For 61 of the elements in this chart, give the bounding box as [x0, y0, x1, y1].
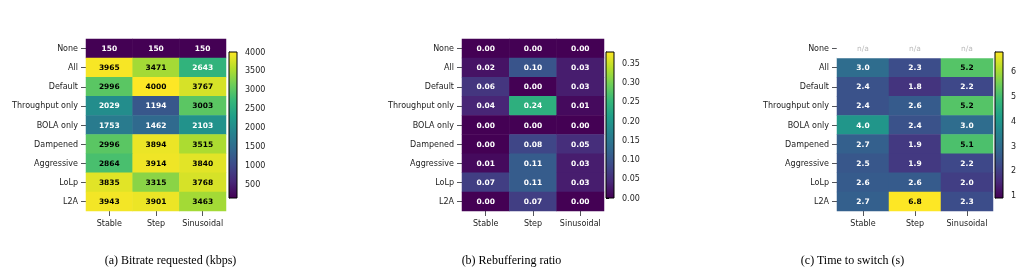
x-tick-label: Step: [523, 218, 543, 228]
y-tick-label: BOLA only: [787, 120, 830, 130]
color-bar-label: 0.15: [622, 135, 640, 145]
color-bar-label: 2500: [245, 104, 266, 114]
y-tick-label: LoLp: [435, 177, 454, 187]
y-tick-label: None: [57, 44, 79, 54]
y-tick-label: LoLp: [810, 177, 829, 187]
y-tick-label: L2A: [438, 196, 455, 206]
color-bar-label: 0.10: [622, 155, 640, 165]
text: (b) Rebuffering ratio: [461, 253, 562, 267]
color-bar-label: 0.30: [622, 78, 640, 88]
color-bar-label: 2000: [245, 123, 266, 133]
y-tick-label: Aggressive: [34, 158, 79, 168]
color-bar-label: 4: [1011, 116, 1017, 126]
y-tick-label: Dampened: [34, 139, 78, 149]
y-tick-label: Default: [799, 82, 829, 92]
y-tick-label: Aggressive: [410, 158, 455, 168]
y-tick-label: Dampened: [785, 139, 829, 149]
x-tick-label: Step: [905, 218, 925, 228]
y-tick-label: LoLp: [59, 177, 78, 187]
color-bar-label: 2: [1011, 166, 1017, 176]
x-tick-label: Stable: [96, 218, 123, 228]
color-bar-label: 6: [1011, 67, 1017, 77]
x-tick-label: Step: [146, 218, 166, 228]
y-tick-label: All: [444, 63, 454, 73]
y-tick-label: Throughput only: [11, 101, 79, 111]
color-bar-label: 500: [245, 180, 261, 190]
color-bar-label: 5: [1011, 92, 1017, 102]
color-bar-label: 3000: [245, 85, 266, 95]
y-tick-label: BOLA only: [36, 120, 79, 130]
color-bar-label: 0.00: [622, 193, 640, 203]
x-tick-label: Sinusoidal: [946, 218, 988, 228]
text: (a) Bitrate requested (kbps): [104, 253, 237, 267]
x-tick-label: Stable: [850, 218, 876, 228]
y-tick-label: None: [808, 44, 830, 54]
color-bar-label: 1500: [245, 142, 266, 152]
y-tick-label: Dampened: [410, 139, 454, 149]
color-bar-label: 4000: [245, 47, 266, 57]
y-tick-label: BOLA only: [412, 120, 455, 130]
color-bar-label: 0.25: [622, 97, 640, 107]
y-tick-label: All: [68, 63, 78, 73]
y-tick-label: Aggressive: [785, 158, 830, 168]
y-tick-label: None: [433, 44, 455, 54]
color-bar-label: 3500: [245, 66, 266, 76]
y-tick-label: Throughput only: [387, 101, 455, 111]
color-bar-label: 0.35: [622, 59, 640, 69]
color-bar-label: 0.20: [622, 116, 640, 126]
y-tick-label: Default: [48, 82, 78, 92]
y-tick-label: Throughput only: [762, 101, 830, 111]
x-tick-label: Sinusoidal: [559, 218, 601, 228]
color-bar-label: 0.05: [622, 174, 640, 184]
color-bar-label: 3: [1011, 141, 1017, 151]
color-bar-label: 1: [1011, 191, 1017, 201]
x-tick-label: Stable: [472, 218, 499, 228]
y-tick-label: Default: [424, 82, 454, 92]
text: (c) Time to switch (s): [800, 253, 905, 267]
color-bar-label: 1000: [245, 161, 266, 171]
y-tick-label: All: [819, 63, 829, 73]
x-tick-label: Sinusoidal: [182, 218, 224, 228]
y-tick-label: L2A: [62, 196, 79, 206]
y-tick-label: L2A: [813, 196, 830, 206]
